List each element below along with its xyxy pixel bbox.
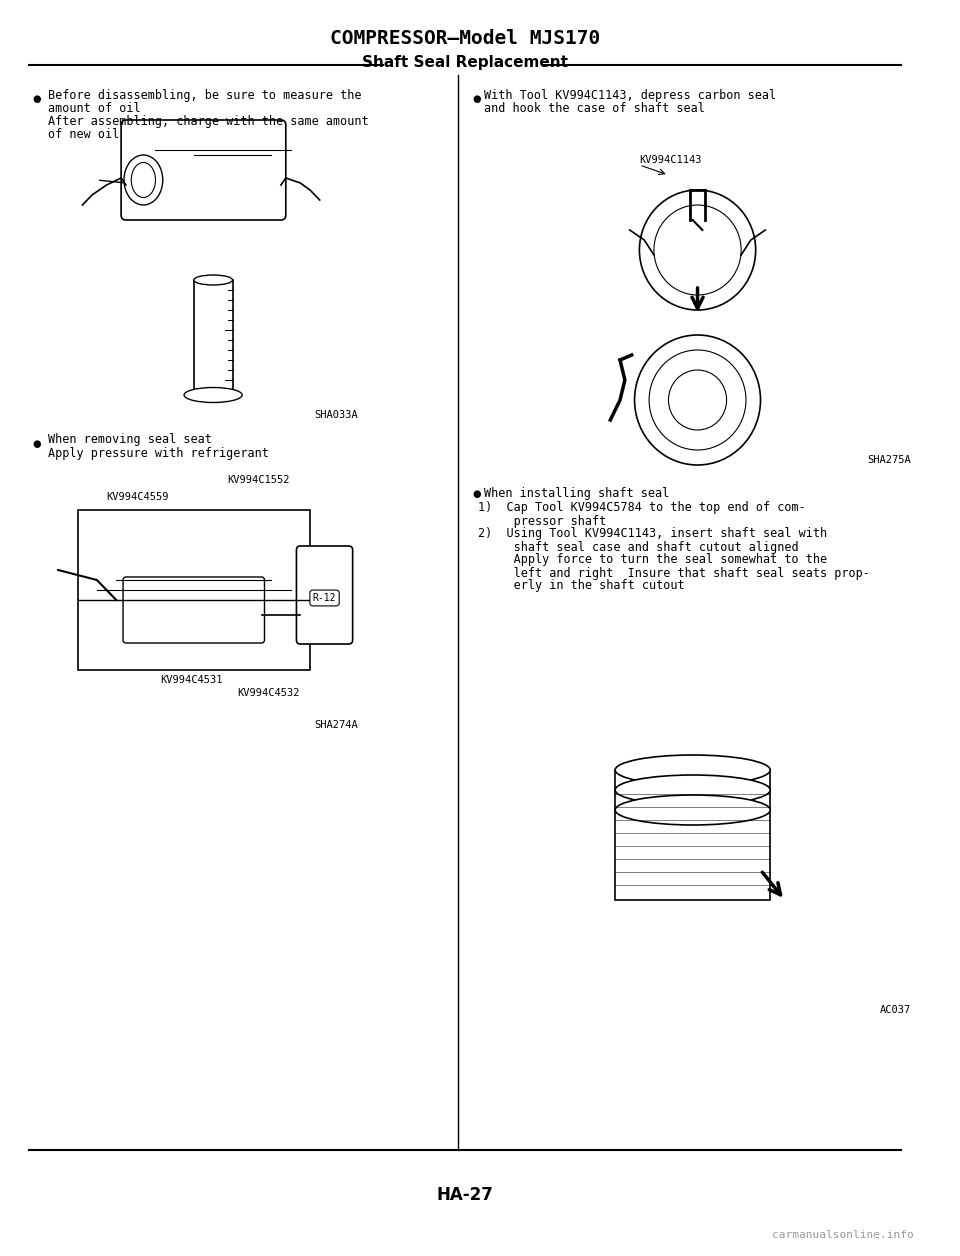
Text: 1)  Cap Tool KV994C5784 to the top end of com-: 1) Cap Tool KV994C5784 to the top end of… bbox=[478, 501, 805, 515]
Text: AC037: AC037 bbox=[879, 1005, 911, 1015]
Text: SHA274A: SHA274A bbox=[315, 720, 358, 730]
Text: ●: ● bbox=[472, 489, 481, 499]
FancyBboxPatch shape bbox=[123, 577, 265, 643]
Text: KV994C1143: KV994C1143 bbox=[639, 154, 702, 165]
Text: KV994C1552: KV994C1552 bbox=[228, 475, 290, 485]
Text: of new oil: of new oil bbox=[48, 128, 120, 141]
Text: KV994C4532: KV994C4532 bbox=[237, 688, 300, 698]
Text: Apply force to turn the seal somewhat to the: Apply force to turn the seal somewhat to… bbox=[478, 554, 827, 566]
Text: KV994C4559: KV994C4559 bbox=[107, 492, 169, 502]
Text: HA-27: HA-27 bbox=[437, 1186, 493, 1205]
Ellipse shape bbox=[615, 755, 770, 785]
Text: Before disassembling, be sure to measure the: Before disassembling, be sure to measure… bbox=[48, 88, 362, 102]
Text: COMPRESSOR—Model MJS170: COMPRESSOR—Model MJS170 bbox=[330, 29, 600, 48]
Bar bbox=[194, 280, 232, 391]
Text: left and right  Insure that shaft seal seats prop-: left and right Insure that shaft seal se… bbox=[478, 566, 870, 579]
Text: When installing shaft seal: When installing shaft seal bbox=[485, 487, 670, 500]
Ellipse shape bbox=[615, 775, 770, 805]
Text: R-12: R-12 bbox=[313, 593, 336, 603]
Bar bbox=[78, 510, 310, 669]
Bar bbox=[615, 770, 770, 901]
Ellipse shape bbox=[184, 388, 242, 402]
Text: carmanualsonline.info: carmanualsonline.info bbox=[772, 1230, 914, 1240]
Text: After assembling, charge with the same amount: After assembling, charge with the same a… bbox=[48, 114, 369, 128]
Ellipse shape bbox=[615, 795, 770, 825]
Text: ●: ● bbox=[33, 94, 41, 104]
Text: erly in the shaft cutout: erly in the shaft cutout bbox=[478, 579, 684, 593]
Text: With Tool KV994C1143, depress carbon seal: With Tool KV994C1143, depress carbon sea… bbox=[485, 88, 777, 102]
Text: KV994C4531: KV994C4531 bbox=[160, 674, 223, 685]
Text: ●: ● bbox=[33, 440, 41, 448]
Text: 2)  Using Tool KV994C1143, insert shaft seal with: 2) Using Tool KV994C1143, insert shaft s… bbox=[478, 528, 827, 540]
Text: Apply pressure with refrigerant: Apply pressure with refrigerant bbox=[48, 446, 270, 460]
Text: Shaft Seal Replacement: Shaft Seal Replacement bbox=[362, 54, 568, 69]
Ellipse shape bbox=[132, 162, 156, 197]
Text: and hook the case of shaft seal: and hook the case of shaft seal bbox=[485, 102, 706, 114]
Text: ●: ● bbox=[472, 94, 481, 104]
Ellipse shape bbox=[124, 154, 163, 205]
Text: pressor shaft: pressor shaft bbox=[478, 515, 606, 528]
Ellipse shape bbox=[194, 275, 232, 285]
Text: SHA033A: SHA033A bbox=[315, 409, 358, 420]
Text: SHA275A: SHA275A bbox=[867, 455, 911, 465]
Text: When removing seal seat: When removing seal seat bbox=[48, 433, 212, 446]
FancyBboxPatch shape bbox=[297, 546, 352, 644]
Text: shaft seal case and shaft cutout aligned: shaft seal case and shaft cutout aligned bbox=[478, 540, 799, 554]
Text: amount of oil: amount of oil bbox=[48, 102, 141, 114]
FancyBboxPatch shape bbox=[121, 121, 286, 220]
